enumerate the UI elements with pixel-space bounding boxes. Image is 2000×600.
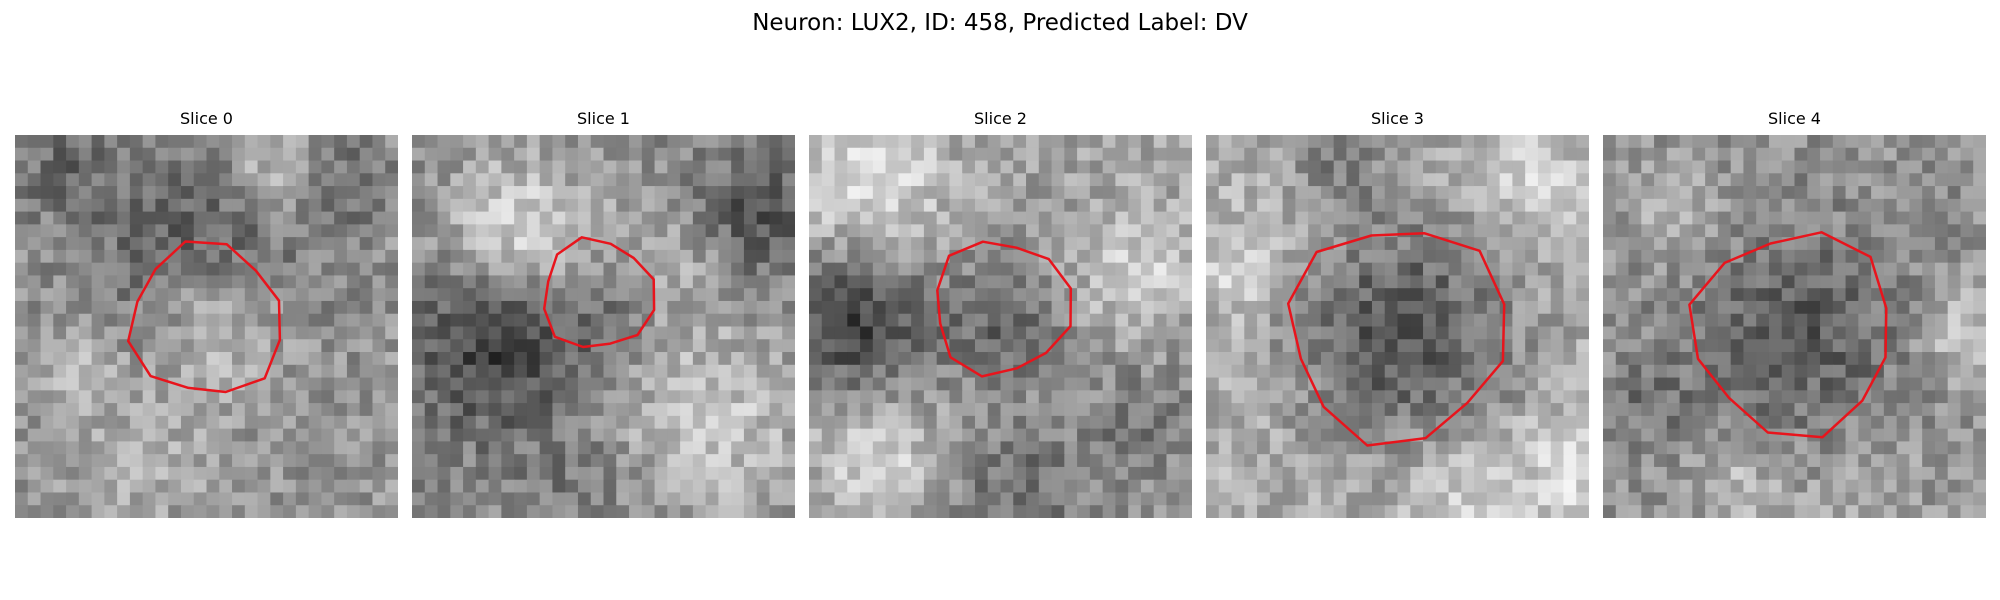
red-contour-outline	[542, 236, 656, 349]
slice-image-1	[412, 135, 795, 518]
slice-panel-4: Slice 4	[1603, 108, 1986, 518]
slice-image-0	[15, 135, 398, 518]
slice-image-3	[1206, 135, 1589, 518]
slice-panel-2: Slice 2	[809, 108, 1192, 518]
slice-title: Slice 1	[577, 109, 630, 128]
slice-image-4	[1603, 135, 1986, 518]
red-contour-outline	[126, 240, 282, 394]
slice-panel-1: Slice 1	[412, 108, 795, 518]
slice-title: Slice 4	[1768, 109, 1821, 128]
red-contour-outline	[1286, 231, 1506, 447]
slice-image-2	[809, 135, 1192, 518]
slice-panel-3: Slice 3	[1206, 108, 1589, 518]
red-contour-outline	[936, 240, 1073, 378]
figure-title: Neuron: LUX2, ID: 458, Predicted Label: …	[752, 10, 1248, 36]
slice-title: Slice 2	[974, 109, 1027, 128]
slice-title: Slice 0	[180, 109, 233, 128]
slice-title: Slice 3	[1371, 109, 1424, 128]
red-contour-outline	[1688, 231, 1888, 439]
slice-panel-0: Slice 0	[15, 108, 398, 518]
